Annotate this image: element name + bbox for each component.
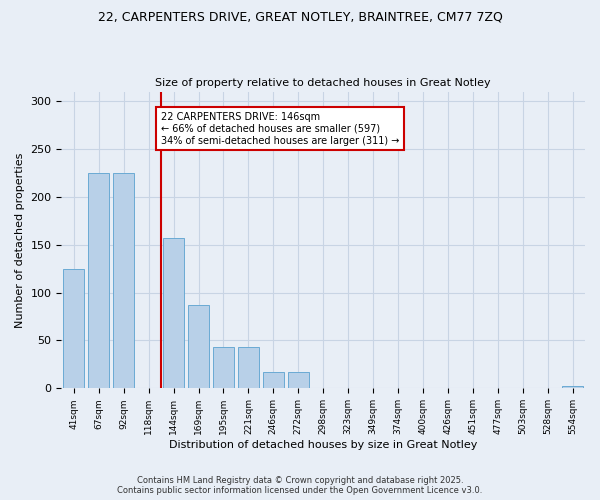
Bar [287, 372, 309, 388]
Bar [188, 305, 209, 388]
Bar [113, 173, 134, 388]
Bar [213, 347, 234, 389]
Bar [562, 386, 583, 388]
Text: Contains HM Land Registry data © Crown copyright and database right 2025.
Contai: Contains HM Land Registry data © Crown c… [118, 476, 482, 495]
Bar [163, 238, 184, 388]
Y-axis label: Number of detached properties: Number of detached properties [15, 152, 25, 328]
X-axis label: Distribution of detached houses by size in Great Notley: Distribution of detached houses by size … [169, 440, 478, 450]
Title: Size of property relative to detached houses in Great Notley: Size of property relative to detached ho… [155, 78, 491, 88]
Bar [263, 372, 284, 388]
Bar [88, 173, 109, 388]
Bar [63, 268, 85, 388]
Text: 22, CARPENTERS DRIVE, GREAT NOTLEY, BRAINTREE, CM77 7ZQ: 22, CARPENTERS DRIVE, GREAT NOTLEY, BRAI… [98, 10, 502, 23]
Text: 22 CARPENTERS DRIVE: 146sqm
← 66% of detached houses are smaller (597)
34% of se: 22 CARPENTERS DRIVE: 146sqm ← 66% of det… [161, 112, 400, 146]
Bar [238, 347, 259, 389]
